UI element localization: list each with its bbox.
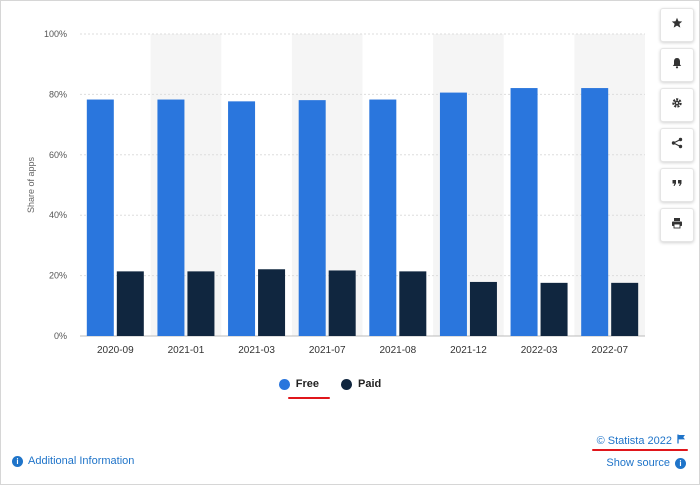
x-tick-label: 2021-07 — [309, 345, 346, 356]
x-tick-label: 2021-12 — [450, 345, 487, 356]
x-tick-label: 2021-03 — [238, 345, 275, 356]
bar-free[interactable] — [228, 101, 256, 336]
info-icon: i — [12, 455, 23, 467]
legend-item-free[interactable]: Free — [278, 378, 319, 390]
favorite-button[interactable] — [660, 8, 694, 42]
bar-free[interactable] — [86, 99, 114, 336]
bar-paid[interactable] — [258, 269, 286, 336]
additional-information-link[interactable]: i Additional Information — [12, 455, 134, 467]
bar-free[interactable] — [369, 99, 397, 336]
statista-copyright-link[interactable]: © Statista 2022 — [597, 434, 686, 447]
notification-button[interactable] — [660, 48, 694, 82]
legend-label-free: Free — [295, 378, 319, 390]
copyright-annotation-underline — [592, 449, 688, 451]
star-icon — [671, 16, 683, 34]
x-tick-label: 2022-07 — [591, 345, 628, 356]
settings-button[interactable] — [660, 88, 694, 122]
legend-annotation-underline — [288, 397, 330, 399]
bar-paid[interactable] — [611, 282, 639, 336]
source-info-icon: i — [675, 457, 686, 469]
show-source-label: Show source — [606, 457, 670, 469]
bar-paid[interactable] — [187, 271, 215, 336]
bar-paid[interactable] — [116, 271, 144, 336]
y-tick-label: 0% — [54, 331, 67, 341]
legend-dot-paid — [341, 378, 352, 390]
legend-label-paid: Paid — [358, 378, 382, 390]
y-tick-label: 60% — [49, 150, 67, 160]
share-icon — [671, 136, 683, 154]
show-source-link[interactable]: Show source i — [606, 457, 686, 469]
bar-free[interactable] — [439, 92, 467, 336]
print-icon — [671, 216, 683, 234]
bar-paid[interactable] — [328, 270, 356, 336]
flag-icon — [677, 434, 686, 447]
print-button[interactable] — [660, 208, 694, 242]
y-tick-label: 100% — [44, 29, 67, 39]
y-tick-label: 80% — [49, 89, 67, 99]
bell-icon — [671, 56, 683, 74]
bar-free[interactable] — [157, 99, 185, 336]
x-tick-label: 2020-09 — [97, 345, 134, 356]
y-tick-label: 40% — [49, 210, 67, 220]
bar-paid[interactable] — [399, 271, 427, 336]
cite-button[interactable] — [660, 168, 694, 202]
x-tick-label: 2022-03 — [521, 345, 558, 356]
bar-paid[interactable] — [469, 281, 497, 336]
x-tick-label: 2021-01 — [168, 345, 205, 356]
legend-item-paid[interactable]: Paid — [341, 378, 381, 390]
legend-dot-free — [278, 378, 290, 390]
y-tick-label: 20% — [49, 271, 67, 281]
x-tick-label: 2021-08 — [379, 345, 416, 356]
chart-toolbar — [660, 8, 694, 242]
bar-free[interactable] — [510, 88, 538, 336]
y-axis-title: Share of apps — [26, 156, 36, 213]
bar-paid[interactable] — [540, 282, 568, 336]
copyright-label: © Statista 2022 — [596, 434, 672, 447]
share-button[interactable] — [660, 128, 694, 162]
bar-chart: 0% 20% 40% 60% 80% 100% 2020-09 2021-01 2021-03… — [26, 29, 645, 356]
bar-free[interactable] — [581, 88, 609, 336]
gear-icon — [671, 96, 683, 114]
additional-information-label: Additional Information — [28, 455, 135, 467]
legend: Free Paid — [0, 378, 660, 390]
bar-free[interactable] — [298, 100, 326, 336]
quote-icon — [671, 176, 683, 194]
